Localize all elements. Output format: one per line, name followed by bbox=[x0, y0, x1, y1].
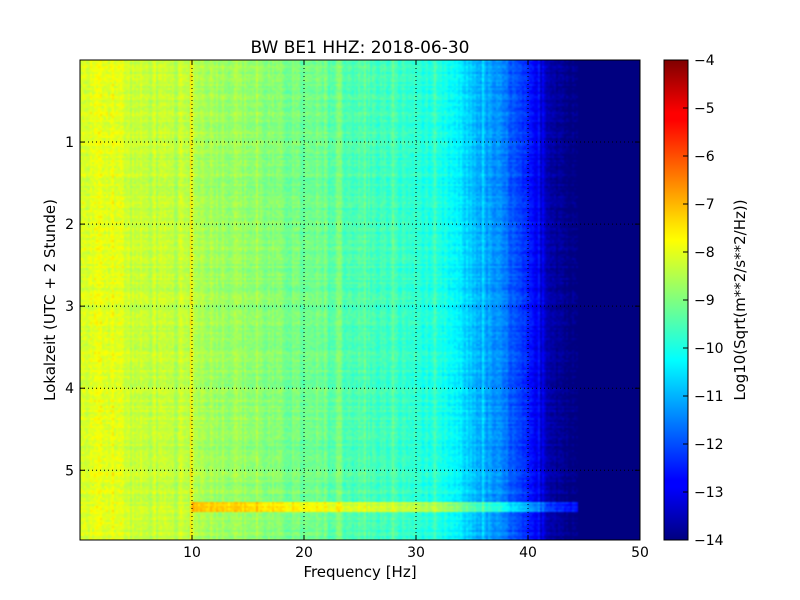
x-tick-label: 40 bbox=[519, 545, 537, 561]
colorbar-tick-label: −9 bbox=[694, 293, 715, 309]
chart-title: BW BE1 HHZ: 2018-06-30 bbox=[250, 38, 469, 58]
y-tick-label: 4 bbox=[65, 381, 74, 397]
colorbar-tick-label: −8 bbox=[694, 245, 715, 261]
colorbar-tick-label: −11 bbox=[694, 389, 724, 405]
y-tick-label: 2 bbox=[65, 217, 74, 233]
x-tick-label: 30 bbox=[407, 545, 425, 561]
colorbar-tick-label: −14 bbox=[694, 533, 724, 549]
y-tick-label: 5 bbox=[65, 463, 74, 479]
spectrogram-image bbox=[80, 60, 640, 540]
grid-lines bbox=[80, 60, 640, 540]
spectrogram-plot: 10 20 30 40 50 1 2 3 4 5 bbox=[65, 59, 649, 561]
colorbar-tick-label: −10 bbox=[694, 341, 724, 357]
colorbar-tick-label: −12 bbox=[694, 437, 724, 453]
x-tick-label: 20 bbox=[295, 545, 313, 561]
plot-frame bbox=[79, 59, 641, 541]
colorbar: −4 −5 −6 −7 −8 −9 −10 −11 −12 −13 −14 Log10(Sqrt(m… bbox=[663, 53, 749, 549]
colorbar-tick-label: −5 bbox=[694, 101, 715, 117]
y-axis: 1 2 3 4 5 bbox=[65, 135, 640, 479]
x-tick-label: 10 bbox=[183, 545, 201, 561]
y-tick-label: 1 bbox=[65, 135, 74, 151]
colorbar-tick-label: −4 bbox=[694, 53, 715, 69]
colorbar-ticks: −4 −5 −6 −7 −8 −9 −10 −11 −12 −13 −14 bbox=[683, 53, 724, 549]
colorbar-label: Log10(Sqrt(m**2/s**2/Hz)) bbox=[731, 199, 749, 400]
x-tick-label: 50 bbox=[631, 545, 649, 561]
colorbar-tick-label: −6 bbox=[694, 149, 715, 165]
colorbar-tick-label: −13 bbox=[694, 485, 724, 501]
x-axis-label: Frequency [Hz] bbox=[303, 563, 416, 581]
y-tick-label: 3 bbox=[65, 299, 74, 315]
colorbar-tick-label: −7 bbox=[694, 197, 715, 213]
x-axis: 10 20 30 40 50 bbox=[183, 60, 649, 561]
y-axis-label: Lokalzeit (UTC + 2 Stunde) bbox=[41, 199, 59, 401]
